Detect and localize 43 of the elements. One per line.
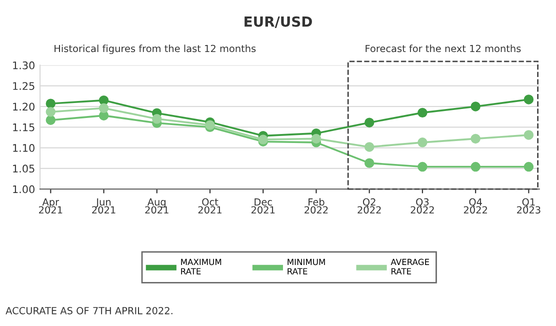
- text: Forecast for the next 12 months: [366, 44, 521, 52]
- chart-title: EUR/USD: [244, 16, 312, 28]
- x-tick-label: Oct 2021: [198, 198, 222, 214]
- point: [418, 138, 428, 148]
- point: [418, 162, 428, 172]
- x-tick-label: Aug 2021: [145, 198, 168, 214]
- y-tick-label: 1.15: [13, 124, 34, 132]
- point: [98, 95, 109, 106]
- point: [364, 142, 374, 152]
- y-tick-label: 1.10: [13, 144, 34, 152]
- legend-label: MINIMUM RATE: [288, 258, 325, 274]
- x-tick-label: Q4 2022: [464, 198, 487, 214]
- point: [152, 114, 162, 124]
- point: [46, 115, 56, 125]
- x-tick-label: Dec 2021: [251, 198, 275, 214]
- y-tick-label: 1.00: [13, 185, 34, 194]
- point: [364, 158, 374, 168]
- text: ACCURATE AS OF 7TH APRIL 2022.: [6, 306, 172, 314]
- point: [46, 98, 56, 108]
- point: [470, 134, 480, 144]
- point: [46, 107, 56, 117]
- y-tick-label: 1.20: [13, 102, 34, 111]
- point: [470, 162, 480, 172]
- point: [364, 118, 374, 128]
- legend-label: MAXIMUM RATE: [181, 258, 222, 274]
- point: [311, 134, 322, 144]
- point: [524, 94, 534, 104]
- point: [524, 162, 534, 172]
- text: Historical figures from the last 12 months: [54, 44, 256, 54]
- x-tick-label: Q3 2022: [410, 198, 434, 214]
- x-tick-label: Jun 2021: [92, 198, 116, 214]
- point: [98, 103, 109, 114]
- point: [418, 108, 428, 118]
- legend-label: AVERAGE RATE: [390, 258, 430, 274]
- x-tick-label: Feb 2022: [304, 198, 328, 214]
- y-tick-label: 1.30: [13, 61, 34, 70]
- x-tick-label: Apr 2021: [38, 198, 62, 214]
- y-tick-label: 1.05: [13, 164, 34, 173]
- x-tick-label: Q2 2022: [358, 198, 381, 214]
- point: [470, 102, 480, 112]
- point: [524, 130, 534, 140]
- y-tick-label: 1.25: [13, 82, 34, 90]
- x-tick-label: Q1 2023: [517, 198, 540, 214]
